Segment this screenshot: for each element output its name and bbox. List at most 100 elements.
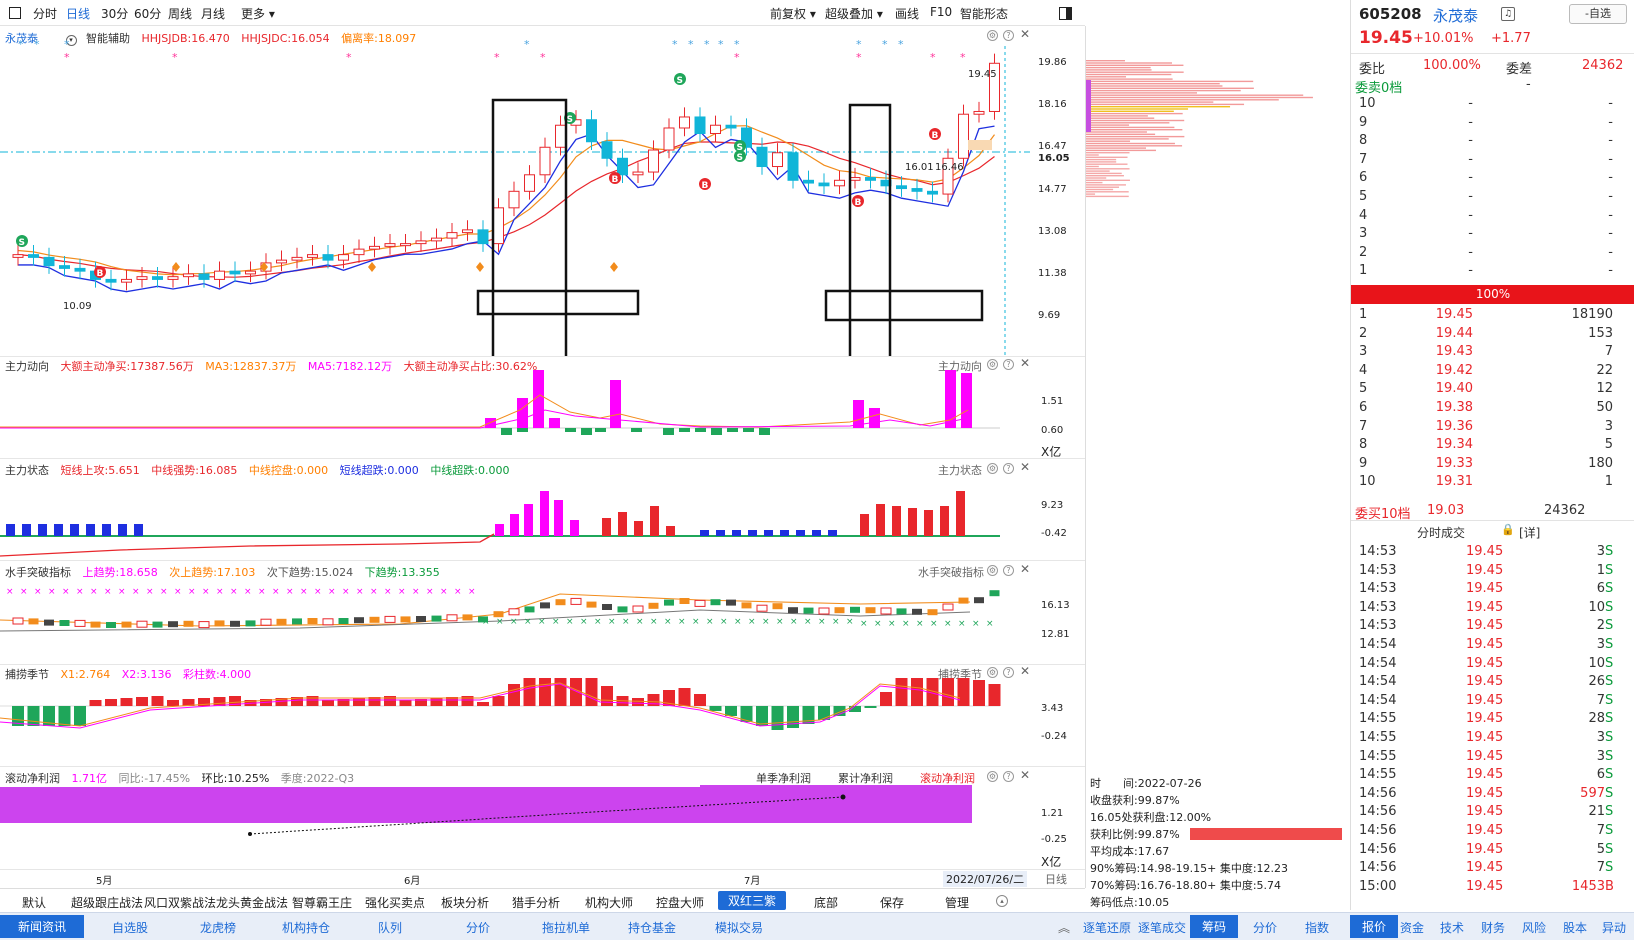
sell-level-row[interactable]: 5 - - [1351, 189, 1634, 208]
tab-60min[interactable]: 60分 [134, 7, 162, 21]
ticks-detail-link[interactable]: [详] [1519, 526, 1541, 540]
help-icon[interactable]: ? [1003, 463, 1014, 474]
profit-tab-rolling[interactable]: 滚动净利润 [920, 772, 975, 785]
buy-level-row[interactable]: 9 19.33 180 [1351, 456, 1634, 475]
buy-level-row[interactable]: 7 19.36 3 [1351, 419, 1634, 438]
help-icon[interactable]: ? [1003, 771, 1014, 782]
nav-item[interactable]: 持仓基金 [628, 921, 677, 935]
settings-icon[interactable]: ⚙ [987, 667, 998, 678]
settings-icon[interactable]: ⚙ [987, 30, 998, 41]
nav-item[interactable]: 分价 [1253, 921, 1278, 935]
tab-30min[interactable]: 30分 [101, 7, 129, 21]
pattern-button[interactable]: 智能形态 [960, 7, 1009, 21]
panel-toggle-icon[interactable] [1059, 7, 1072, 20]
sell-level-row[interactable]: 9 - - [1351, 115, 1634, 134]
layout-icon[interactable] [9, 7, 21, 19]
buy-level-row[interactable]: 5 19.40 12 [1351, 381, 1634, 400]
buy-level-row[interactable]: 8 19.34 5 [1351, 437, 1634, 456]
tab-weekly[interactable]: 周线 [168, 7, 193, 21]
tab-daily[interactable]: 日线 [66, 7, 91, 21]
expand-icon[interactable]: ▴ [996, 895, 1008, 907]
fuquan-dropdown[interactable]: 前复权 ▾ [770, 7, 816, 21]
strategy-tab[interactable]: 底部 [814, 896, 839, 910]
nav-item[interactable]: 逐笔成交 [1138, 921, 1187, 935]
nav-item[interactable]: 风险 [1522, 921, 1547, 935]
draw-button[interactable]: 画线 [895, 7, 920, 21]
sell-level-row[interactable]: 7 - - [1351, 152, 1634, 171]
close-icon[interactable]: ✕ [1020, 562, 1031, 576]
collapse-icon[interactable]: ︽ [1058, 921, 1071, 935]
bell-icon[interactable]: ♫ [1501, 7, 1515, 21]
sstp-name[interactable]: 水手突破指标 [5, 566, 71, 579]
strategy-tab[interactable]: 默认 [22, 896, 47, 910]
buy-level-row[interactable]: 2 19.44 153 [1351, 326, 1634, 345]
indicator-dropdown-icon[interactable]: ▾ [65, 35, 77, 46]
nav-item[interactable]: 龙虎榜 [200, 921, 237, 935]
nav-chip-active[interactable]: 筹码 [1190, 915, 1239, 938]
profit-name[interactable]: 滚动净利润 [5, 772, 60, 785]
help-icon[interactable]: ? [1003, 30, 1014, 41]
nav-item[interactable]: 股本 [1563, 921, 1588, 935]
settings-icon[interactable]: ⚙ [987, 463, 998, 474]
nav-item[interactable]: 队列 [378, 921, 403, 935]
f10-button[interactable]: F10 [930, 5, 953, 19]
strategy-tab[interactable]: 强化买卖点 [365, 896, 426, 910]
strategy-tab[interactable]: 超级跟庄战法 [71, 896, 144, 910]
nav-item[interactable]: 财务 [1481, 921, 1506, 935]
nav-quote-active[interactable]: 报价 [1350, 915, 1399, 938]
help-icon[interactable]: ? [1003, 565, 1014, 576]
sell-level-row[interactable]: 2 - - [1351, 245, 1634, 264]
watchlist-button[interactable]: -自选 [1569, 4, 1627, 24]
nav-item[interactable]: 拖拉机单 [542, 921, 591, 935]
settings-icon[interactable]: ⚙ [987, 565, 998, 576]
buy-level-row[interactable]: 1 19.45 18190 [1351, 307, 1634, 326]
strategy-tab[interactable]: 机构大师 [585, 896, 634, 910]
tab-fenshi[interactable]: 分时 [33, 7, 58, 21]
close-icon[interactable]: ✕ [1020, 664, 1031, 678]
profit-tab-single[interactable]: 单季净利润 [756, 772, 811, 785]
tab-monthly[interactable]: 月线 [201, 7, 226, 21]
buy-level-row[interactable]: 6 19.38 50 [1351, 400, 1634, 419]
settings-icon[interactable]: ⚙ [987, 771, 998, 782]
indicator-name[interactable]: 智能辅助 [86, 32, 130, 45]
strategy-tab[interactable]: 板块分析 [441, 896, 490, 910]
strategy-tab[interactable]: 保存 [880, 896, 905, 910]
nav-item[interactable]: 逐笔还原 [1083, 921, 1132, 935]
strategy-tab[interactable]: 智尊霸王庄 [292, 896, 353, 910]
nav-item[interactable]: 异动 [1602, 921, 1627, 935]
blj-name[interactable]: 捕捞季节 [5, 668, 49, 681]
close-icon[interactable]: ✕ [1020, 768, 1031, 782]
strategy-tab[interactable]: 龙头黄金战法 [216, 896, 289, 910]
profit-tab-cumulative[interactable]: 累计净利润 [838, 772, 893, 785]
nav-item[interactable]: 机构持仓 [282, 921, 331, 935]
sell-level-row[interactable]: 1 - - [1351, 263, 1634, 282]
settings-icon[interactable]: ⚙ [987, 359, 998, 370]
sell-level-row[interactable]: 4 - - [1351, 208, 1634, 227]
close-icon[interactable]: ✕ [1020, 356, 1031, 370]
strategy-tab[interactable]: 风口双紫战法 [144, 896, 217, 910]
nav-item[interactable]: 自选股 [112, 921, 149, 935]
help-icon[interactable]: ? [1003, 359, 1014, 370]
nav-item[interactable]: 分价 [466, 921, 491, 935]
strategy-tab-active[interactable]: 双红三紫 [718, 891, 787, 910]
strategy-tab[interactable]: 管理 [945, 896, 970, 910]
nav-item[interactable]: 资金 [1400, 921, 1425, 935]
nav-item[interactable]: 技术 [1440, 921, 1465, 935]
overlay-dropdown[interactable]: 超级叠加 ▾ [825, 7, 883, 21]
close-icon[interactable]: ✕ [1020, 27, 1031, 41]
buy-level-row[interactable]: 10 19.31 1 [1351, 474, 1634, 493]
strategy-tab[interactable]: 猎手分析 [512, 896, 561, 910]
zlld-name[interactable]: 主力动向 [5, 360, 49, 373]
nav-item[interactable]: 模拟交易 [715, 921, 764, 935]
buy-level-row[interactable]: 3 19.43 7 [1351, 344, 1634, 363]
buy-level-row[interactable]: 4 19.42 22 [1351, 363, 1634, 382]
zlzt-name[interactable]: 主力状态 [5, 464, 49, 477]
sell-level-row[interactable]: 3 - - [1351, 226, 1634, 245]
tab-more[interactable]: 更多 ▾ [241, 7, 275, 21]
sell-level-row[interactable]: 8 - - [1351, 133, 1634, 152]
strategy-tab[interactable]: 控盘大师 [656, 896, 705, 910]
help-icon[interactable]: ? [1003, 667, 1014, 678]
nav-item[interactable]: 指数 [1305, 921, 1330, 935]
sell-level-row[interactable]: 6 - - [1351, 170, 1634, 189]
